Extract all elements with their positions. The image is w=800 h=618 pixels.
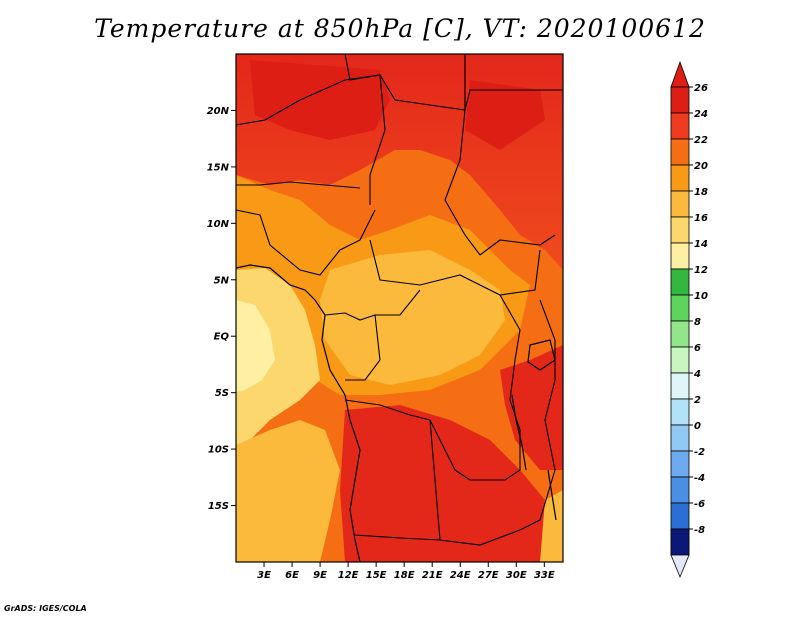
colorbar-label: -2 — [694, 447, 705, 458]
colorbar-label: -6 — [694, 499, 705, 510]
lon-tick-label: 33E — [534, 570, 555, 581]
lat-tick-label: 5N — [214, 275, 230, 286]
colorbar-bottom-arrow — [670, 554, 690, 579]
colorbar-swatch — [670, 164, 690, 192]
colorbar-swatch — [670, 398, 690, 426]
colorbar-swatch — [670, 502, 690, 530]
field-central-basin — [320, 250, 505, 385]
lon-axis: 3E 6E 9E 12E 15E 18E 21E 24E 27E 30E 33E — [257, 562, 555, 581]
colorbar-swatch — [670, 476, 690, 504]
field-east-hot — [500, 345, 563, 470]
border-chad-sudan — [444, 109, 481, 256]
field-coast-coolest — [236, 300, 275, 392]
lon-tick-label: 27E — [478, 570, 499, 581]
colorbar-label: 6 — [694, 343, 701, 354]
lat-tick-label: 15N — [207, 162, 230, 173]
colorbar-label: 8 — [694, 317, 701, 328]
colorbar-swatch — [670, 216, 690, 244]
credit-label: GrADS: IGES/COLA — [4, 604, 87, 613]
colorbar-label: 20 — [694, 161, 708, 172]
lon-tick-label: 30E — [506, 570, 527, 581]
border-egypt-sudan — [464, 54, 563, 111]
colorbar-swatch — [670, 190, 690, 218]
colorbar-label: 4 — [693, 369, 701, 380]
lon-tick-label: 15E — [366, 570, 387, 581]
temperature-field — [236, 54, 563, 562]
lon-tick-label: 18E — [394, 570, 415, 581]
field-southeast-cool — [540, 490, 563, 562]
field-northeast-hottest — [465, 80, 545, 150]
colorbar-swatch — [670, 320, 690, 348]
colorbar-label: -8 — [694, 525, 705, 536]
lon-tick-label: 21E — [422, 570, 443, 581]
colorbar-swatch — [670, 268, 690, 296]
colorbar-label: 12 — [694, 265, 708, 276]
lat-tick-label: 20N — [207, 106, 230, 117]
colorbar-label: 10 — [694, 291, 708, 302]
field-southwest — [236, 420, 340, 562]
lon-tick-label: 9E — [313, 570, 327, 581]
border-angola-zambia — [429, 419, 541, 546]
lake-tanganyika — [511, 394, 527, 471]
border-niger-chad — [236, 74, 386, 205]
colorbar-swatch — [670, 112, 690, 140]
border-namibia-north — [354, 534, 441, 541]
lat-tick-label: 15S — [208, 501, 229, 512]
colorbar-label: -4 — [694, 473, 705, 484]
lake-malawi — [547, 469, 557, 521]
chart-title: Temperature at 850hPa [C], VT: 202010061… — [94, 14, 706, 43]
colorbar-label: 18 — [694, 187, 708, 198]
colorbar-swatch — [670, 294, 690, 322]
lat-axis: 20N 15N 10N 5N EQ 5S 10S 15S — [207, 106, 236, 512]
colorbar-swatch — [670, 138, 690, 166]
colorbar-label: 22 — [694, 135, 708, 146]
colorbar-bottom-swatch — [670, 528, 690, 556]
colorbar-swatch — [670, 424, 690, 452]
colorbar-swatch — [670, 86, 690, 114]
colorbar-label: 0 — [694, 421, 701, 432]
field-south-hot — [340, 405, 545, 562]
border-angola-drc — [344, 399, 505, 481]
border-nigeria-cameroon — [236, 209, 376, 276]
coastline-atlantic-south — [321, 314, 361, 562]
lon-tick-label: 24E — [450, 570, 471, 581]
border-south-sudan — [479, 234, 556, 256]
colorbar-label: 24 — [694, 109, 708, 120]
map-frame — [235, 53, 564, 563]
colorbar-top-arrow — [670, 60, 690, 88]
colorbar-swatch — [670, 346, 690, 374]
field-north-hottest — [250, 60, 390, 140]
colorbar-label: 2 — [694, 395, 701, 406]
border-car — [369, 239, 541, 296]
country-borders — [236, 54, 563, 546]
lon-tick-label: 6E — [285, 570, 299, 581]
colorbar-label: 16 — [694, 213, 708, 224]
border-east-coast — [539, 299, 556, 521]
lon-tick-label: 3E — [257, 570, 271, 581]
colorbar-swatch — [670, 372, 690, 400]
colorbar-swatch — [670, 450, 690, 478]
coastlines — [236, 264, 557, 562]
colorbar-label: 26 — [694, 83, 708, 94]
lat-tick-label: 5S — [215, 388, 229, 399]
border-mali-niger — [236, 181, 361, 189]
colorbar-label: 14 — [694, 239, 708, 250]
lake-victoria — [527, 339, 556, 371]
colorbar-swatch — [670, 242, 690, 270]
border-drc-west — [375, 289, 421, 316]
border-drc-east — [499, 294, 521, 481]
lat-tick-label: EQ — [214, 332, 230, 343]
coastline-west-africa — [236, 264, 326, 316]
lat-tick-label: 10N — [207, 219, 230, 230]
lon-tick-label: 12E — [338, 570, 359, 581]
lat-tick-label: 10S — [208, 445, 229, 456]
